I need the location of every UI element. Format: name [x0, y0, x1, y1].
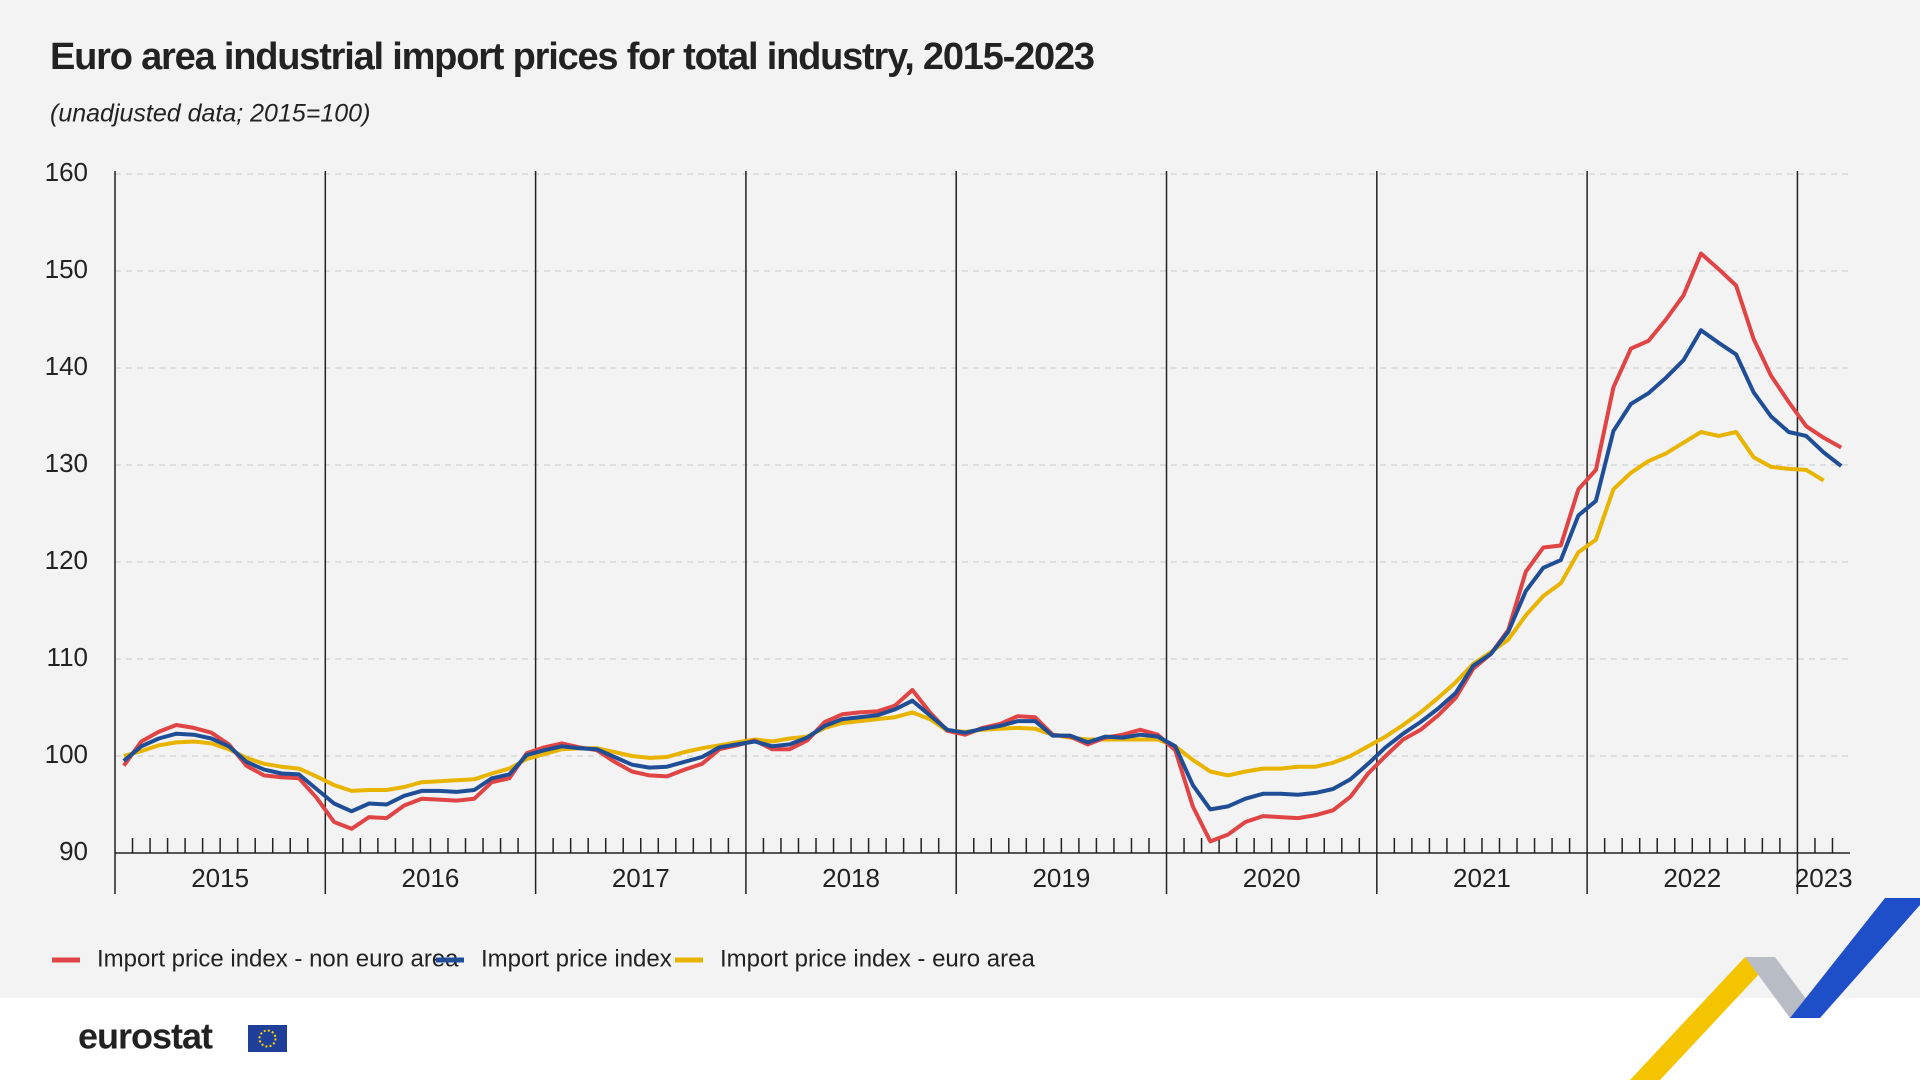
y-tick-label: 110 [47, 642, 88, 672]
x-tick-label: 2015 [191, 863, 249, 893]
x-tick-label: 2023 [1795, 863, 1853, 893]
x-tick-label: 2020 [1243, 863, 1301, 893]
eu-flag [248, 1025, 287, 1052]
decor [1790, 898, 1920, 1018]
line-series [123, 430, 1825, 793]
x-tick-label: 2018 [822, 863, 880, 893]
x-tick-label: 2019 [1032, 863, 1090, 893]
x-tick-label: 2022 [1663, 863, 1721, 893]
footer-band [0, 998, 1920, 1080]
y-tick-label: 90 [59, 836, 88, 866]
legend-label: Import price index - euro area [720, 945, 1035, 972]
chart-title: Euro area industrial import prices for t… [50, 36, 1094, 78]
x-tick-label: 2016 [402, 863, 460, 893]
y-tick-label: 130 [45, 448, 88, 478]
eu-stars [258, 1029, 277, 1048]
x-tick-label: 2017 [612, 863, 670, 893]
line-series [122, 328, 1843, 814]
brand-logo: eurostat [78, 1016, 213, 1057]
decor [1745, 957, 1820, 1018]
legend-label: Import price index [481, 945, 672, 972]
y-tick-label: 150 [45, 254, 88, 284]
y-tick-label: 120 [45, 545, 88, 575]
decor [1630, 957, 1775, 1080]
legend-label: Import price index - non euro area [97, 945, 459, 972]
y-tick-label: 160 [45, 157, 88, 187]
chart-subtitle: (unadjusted data; 2015=100) [50, 100, 370, 128]
y-tick-label: 140 [45, 351, 88, 381]
y-tick-label: 100 [45, 739, 88, 769]
x-tick-label: 2021 [1453, 863, 1511, 893]
